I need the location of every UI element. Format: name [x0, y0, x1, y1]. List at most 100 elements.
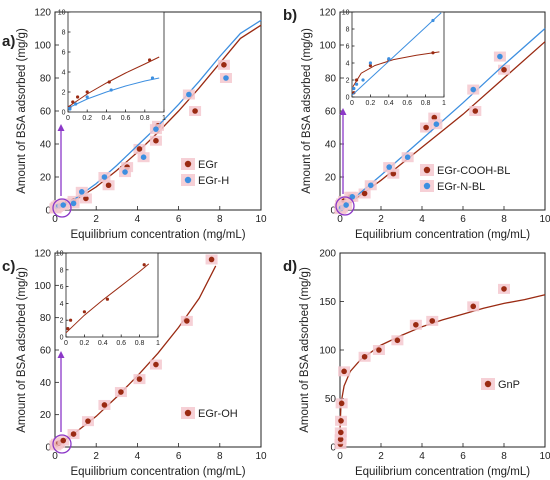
x-tick-label: 8 [217, 451, 223, 462]
legend-label: EGr-COOH-BL [437, 165, 510, 177]
inset-data-point [355, 78, 359, 82]
inset-data-point [74, 102, 78, 106]
data-point [60, 202, 67, 208]
inset-data-point [355, 82, 359, 86]
inset-fit-curve [351, 12, 442, 96]
data-point [184, 318, 190, 324]
inset-x-tick-label: 0.2 [82, 115, 92, 122]
zoom-arrow-head [57, 351, 65, 358]
data-point [153, 126, 159, 132]
data-point [413, 321, 419, 328]
x-tick-label: 4 [419, 451, 425, 462]
data-point [433, 121, 440, 127]
data-point [70, 200, 77, 207]
data-point [386, 164, 393, 170]
inset-x-tick-label: 0.4 [102, 115, 112, 122]
data-point [376, 347, 382, 353]
data-point [101, 174, 108, 180]
data-point [470, 303, 477, 310]
x-tick-label: 8 [501, 451, 507, 462]
inset-x-tick-label: 0.2 [80, 340, 90, 347]
x-tick-label: 8 [501, 214, 507, 225]
inset-y-tick-label: 4 [60, 301, 64, 308]
data-point [136, 376, 143, 382]
legend-marker [484, 380, 492, 388]
data-point [338, 400, 345, 407]
x-tick-label: 6 [176, 214, 182, 225]
inset-fit-curve [352, 51, 440, 88]
y-tick-label: 120 [34, 249, 51, 260]
zoom-highlight-circle [52, 434, 72, 454]
y-tick-label: 40 [40, 378, 52, 389]
zoom-highlight-circle [52, 198, 72, 218]
inset-y-tick-label: 6 [62, 50, 66, 57]
data-point [390, 170, 397, 177]
inset-data-point [368, 61, 372, 65]
x-tick-label: 10 [255, 451, 267, 462]
legend-marker [184, 160, 192, 168]
y-tick-label: 80 [325, 74, 337, 85]
legend-marker [184, 409, 192, 417]
inset-data-point [107, 80, 111, 84]
legend-label: GnP [498, 379, 520, 391]
data-point [78, 189, 85, 195]
inset-data-point [85, 90, 89, 94]
inset-fit-curve [67, 77, 160, 109]
panel-label: b) [283, 7, 297, 24]
y-tick-label: 0 [330, 443, 336, 454]
x-tick-label: 4 [419, 214, 425, 225]
inset-x-tick-label: 0 [350, 100, 354, 107]
inset-y-tick-label: 10 [58, 10, 66, 17]
inset-y-tick-label: 0 [60, 335, 64, 342]
y-axis-title: Amount of BSA adsorbed (mg/g) [301, 28, 313, 194]
y-tick-label: 40 [325, 140, 337, 151]
inset-data-point [352, 86, 356, 91]
x-tick-label: 10 [539, 214, 550, 225]
y-tick-label: 100 [319, 346, 336, 357]
y-tick-label: 20 [325, 173, 337, 184]
inset-x-tick-label: 1 [156, 340, 160, 347]
inset-frame [65, 252, 159, 338]
data-point [497, 53, 503, 60]
data-point [70, 431, 77, 437]
inset-data-point [105, 297, 109, 301]
inset-y-tick-label: 2 [346, 78, 350, 85]
inset-y-tick-label: 8 [60, 267, 64, 274]
x-tick-label: 10 [539, 451, 550, 462]
y-tick-label: 120 [34, 8, 51, 19]
inset-x-tick-label: 0.4 [384, 100, 394, 107]
y-axis-title: Amount of BSA adsorbed (mg/g) [299, 267, 311, 433]
x-tick-label: 2 [93, 451, 99, 462]
inset-data-point [142, 263, 146, 267]
inset-y-tick-label: 10 [56, 251, 64, 258]
legend-label: EGr-N-BL [437, 181, 485, 193]
inset-y-tick-label: 2 [60, 318, 64, 325]
inset-data-point [361, 78, 365, 82]
zoom-arrow-head [57, 124, 65, 131]
inset-y-tick-label: 8 [346, 27, 350, 34]
inset-frame [351, 11, 445, 98]
inset-data-point [148, 58, 152, 62]
data-point [341, 368, 347, 375]
inset-x-tick-label: 0.6 [402, 100, 412, 107]
data-point [361, 190, 368, 197]
y-tick-label: 100 [319, 41, 336, 52]
data-point [60, 437, 67, 444]
data-point [85, 418, 91, 424]
data-point [153, 361, 159, 368]
legend-marker [423, 182, 431, 190]
y-tick-label: 200 [319, 249, 336, 260]
inset-x-tick-label: 0.8 [135, 340, 145, 347]
inset-fit-curve [65, 263, 150, 334]
y-tick-label: 0 [330, 206, 336, 217]
y-tick-label: 60 [325, 107, 337, 118]
inset-x-tick-label: 0.6 [121, 115, 131, 122]
inset-x-tick-label: 0.4 [98, 340, 108, 347]
data-point [349, 194, 356, 200]
fit-curve [339, 294, 546, 428]
